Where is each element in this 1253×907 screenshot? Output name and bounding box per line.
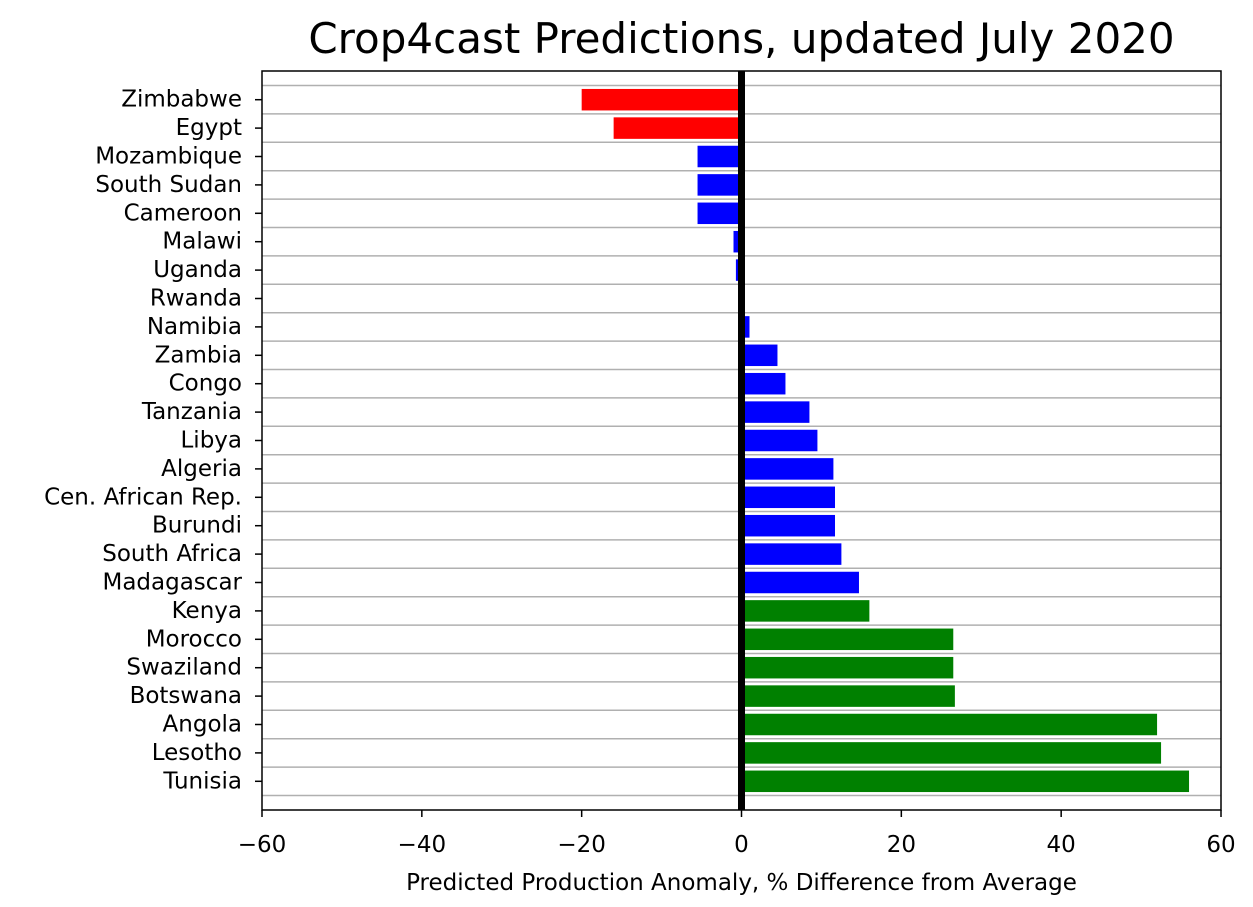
y-tick-label: Zambia — [155, 342, 242, 368]
bar-tunisia — [741, 770, 1190, 793]
bar-madagascar — [741, 571, 859, 594]
bar-zimbabwe — [581, 88, 742, 111]
y-tick-label: Algeria — [161, 456, 242, 482]
y-tick-label: South Sudan — [95, 172, 242, 198]
x-tick-label: 40 — [1047, 832, 1076, 858]
x-tick-label: 0 — [734, 832, 749, 858]
bar-namibia — [741, 316, 750, 338]
bar-cen-african-rep — [741, 486, 836, 509]
bar-south-africa — [741, 543, 842, 565]
y-tick-label: Kenya — [172, 598, 242, 624]
bar-cameroon — [697, 202, 742, 225]
y-tick-label: Tanzania — [141, 399, 242, 425]
y-tick-label: Cameroon — [124, 200, 242, 226]
bar-algeria — [741, 458, 834, 480]
bar-angola — [741, 713, 1158, 736]
y-tick-label: Namibia — [147, 314, 242, 340]
y-tick-label: Swaziland — [126, 655, 242, 681]
y-tick-label: Malawi — [162, 229, 242, 255]
bar-morocco — [741, 628, 954, 651]
y-tick-label: Madagascar — [102, 570, 242, 596]
bar-botswana — [741, 685, 955, 707]
y-tick-label: Tunisia — [162, 768, 242, 794]
y-tick-label: Burundi — [152, 513, 242, 539]
y-tick-label: Angola — [163, 712, 242, 738]
bar-malawi — [733, 230, 742, 253]
y-tick-label: Morocco — [146, 626, 242, 652]
bar-swaziland — [741, 656, 954, 679]
y-tick-label: Congo — [169, 371, 242, 397]
bar-tanzania — [741, 401, 810, 423]
x-tick-label: 20 — [887, 832, 916, 858]
chart-title: Crop4cast Predictions, updated July 2020 — [308, 14, 1175, 63]
x-tick-label: −40 — [398, 832, 447, 858]
bar-congo — [741, 372, 786, 395]
bar-mozambique — [697, 145, 742, 168]
bar-egypt — [613, 117, 742, 139]
x-axis-label: Predicted Production Anomaly, % Differen… — [406, 870, 1077, 896]
bar-lesotho — [741, 742, 1162, 764]
y-tick-label: Zimbabwe — [121, 87, 242, 113]
y-tick-label: Mozambique — [95, 144, 242, 170]
y-tick-label: Botswana — [130, 683, 242, 709]
x-tick-label: 60 — [1206, 832, 1235, 858]
bar-kenya — [741, 600, 870, 622]
x-tick-label: −20 — [557, 832, 606, 858]
y-tick-label: South Africa — [102, 541, 242, 567]
y-tick-label: Lesotho — [152, 740, 242, 766]
y-tick-label: Libya — [180, 428, 242, 454]
x-tick-label: −60 — [238, 832, 287, 858]
x-axis-ticks: −60 −40 −20 0 20 40 60 — [238, 810, 1236, 858]
bar-libya — [741, 429, 818, 452]
bar-zambia — [741, 344, 778, 367]
y-tick-label: Uganda — [153, 257, 242, 283]
bar-burundi — [741, 514, 836, 537]
y-tick-label: Egypt — [176, 115, 242, 141]
y-tick-label: Cen. African Rep. — [44, 484, 242, 510]
bars — [581, 88, 1190, 793]
y-tick-label: Rwanda — [150, 286, 242, 312]
bar-south-sudan — [697, 174, 742, 196]
